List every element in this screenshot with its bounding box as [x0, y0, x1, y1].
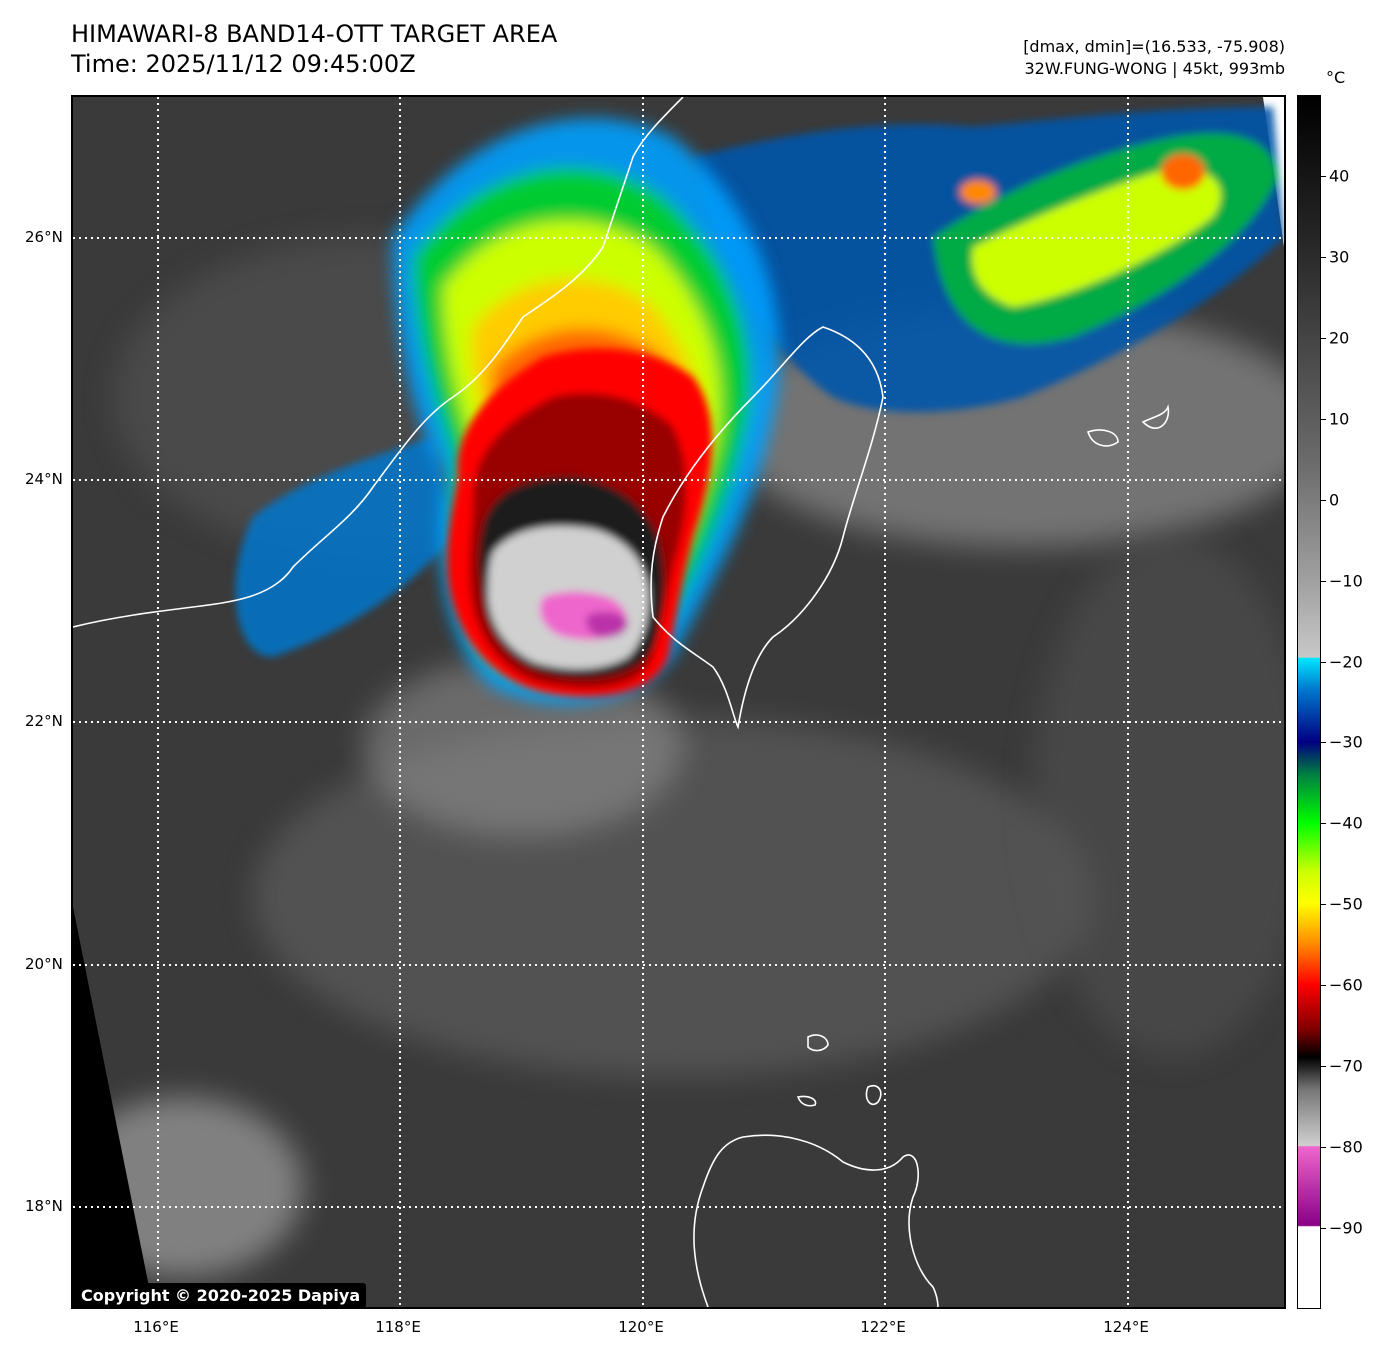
- colorbar-tick-label: 40: [1329, 166, 1350, 186]
- lat-label-24n: 24°N: [25, 470, 63, 488]
- lon-label-122e: 122°E: [860, 1318, 906, 1336]
- china-coast: [73, 97, 684, 628]
- colorbar-tick: [1321, 1228, 1326, 1230]
- dmax-dmin-label: [dmax, dmin]=(16.533, -75.908): [1023, 37, 1285, 56]
- colorbar-tick: [1321, 742, 1326, 744]
- colorbar-tick: [1321, 499, 1326, 501]
- copyright-label: Copyright © 2020-2025 Dapiya: [75, 1283, 367, 1307]
- colorbar-tick: [1321, 1147, 1326, 1149]
- satellite-imagery: [73, 97, 1284, 1307]
- taiwan-coast: [650, 326, 884, 730]
- island: [807, 1034, 829, 1052]
- coastlines: [73, 97, 1170, 1307]
- island: [796, 1095, 817, 1107]
- lat-label-18n: 18°N: [25, 1197, 63, 1215]
- cloud-band: [1033, 537, 1284, 1057]
- colorbar-tick-label: −50: [1329, 894, 1363, 914]
- colorbar-tick: [1321, 985, 1326, 987]
- colorbar-tick-label: −20: [1329, 652, 1363, 672]
- lon-label-120e: 120°E: [618, 1318, 664, 1336]
- island: [865, 1084, 882, 1106]
- lon-label-116e: 116°E: [133, 1318, 179, 1336]
- colorbar-tick-label: −90: [1329, 1218, 1363, 1238]
- colorbar-tick: [1321, 256, 1326, 258]
- colorbar-unit: °C: [1326, 68, 1346, 87]
- colorbar-tick: [1321, 580, 1326, 582]
- storm-info-label: 32W.FUNG-WONG | 45kt, 993mb: [1024, 59, 1285, 78]
- colorbar-tick-label: −30: [1329, 732, 1363, 752]
- colorbar-tick: [1321, 337, 1326, 339]
- colorbar-tick: [1321, 904, 1326, 906]
- satellite-map: Copyright © 2020-2025 Dapiya: [71, 95, 1286, 1309]
- colorbar-tick-label: 30: [1329, 247, 1350, 267]
- lon-label-118e: 118°E: [375, 1318, 421, 1336]
- colorbar-tick-label: −80: [1329, 1137, 1363, 1157]
- colorbar-tick: [1321, 823, 1326, 825]
- colorbar-tick-label: 20: [1329, 328, 1350, 348]
- colorbar-tick: [1321, 1066, 1326, 1068]
- colorbar-tick: [1321, 418, 1326, 420]
- time-label: Time: 2025/11/12 09:45:00Z: [71, 50, 416, 78]
- lon-label-124e: 124°E: [1103, 1318, 1149, 1336]
- luzon-coast: [693, 1134, 939, 1307]
- colorbar: [1297, 95, 1321, 1309]
- colorbar-tick-label: 0: [1329, 490, 1340, 510]
- lat-label-20n: 20°N: [25, 955, 63, 973]
- lat-label-26n: 26°N: [25, 228, 63, 246]
- colorbar-tick-label: −40: [1329, 813, 1363, 833]
- title: HIMAWARI-8 BAND14-OTT TARGET AREA: [71, 20, 558, 48]
- cloud-band: [363, 657, 683, 837]
- colorbar-tick-label: −10: [1329, 571, 1363, 591]
- colorbar-tick: [1321, 661, 1326, 663]
- colorbar-tick-label: −70: [1329, 1056, 1363, 1076]
- colorbar-tick: [1321, 175, 1326, 177]
- lat-label-22n: 22°N: [25, 712, 63, 730]
- island: [1086, 429, 1119, 447]
- island: [1141, 404, 1170, 429]
- colorbar-tick-label: 10: [1329, 409, 1350, 429]
- colorbar-tick-label: −60: [1329, 975, 1363, 995]
- lat-lon-grid: [73, 97, 1284, 1307]
